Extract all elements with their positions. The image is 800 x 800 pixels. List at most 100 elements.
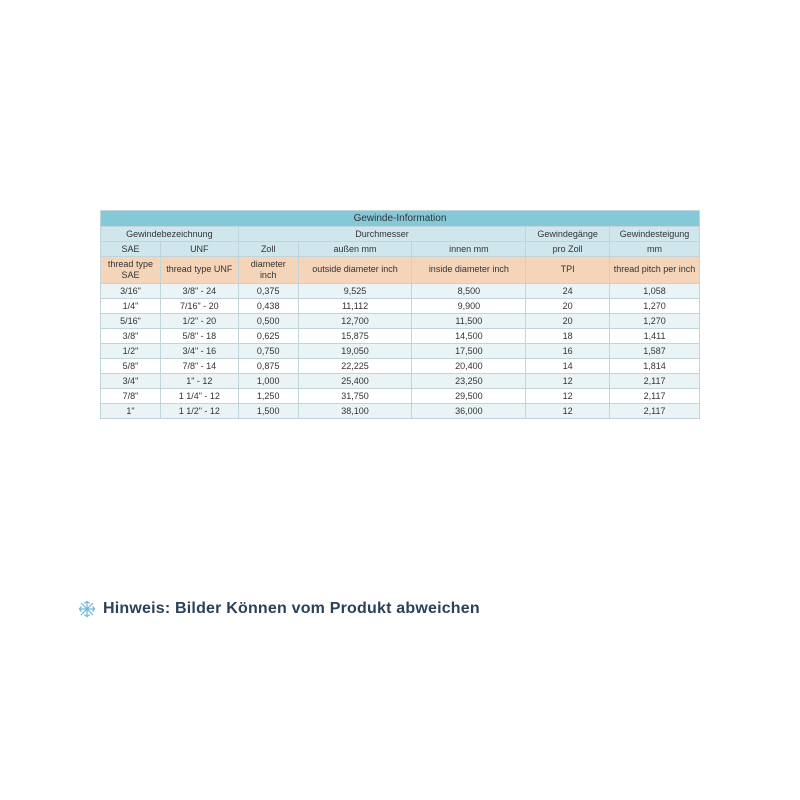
table-cell: 1,000 — [238, 373, 298, 388]
column-header-en: thread pitch per inch — [610, 257, 700, 284]
table-row: 1"1 1/2" - 121,50038,10036,000122,117 — [101, 403, 700, 418]
table-cell: 18 — [526, 328, 610, 343]
table-cell: 1 1/4" - 12 — [160, 388, 238, 403]
table-cell: 29,500 — [412, 388, 526, 403]
table-cell: 8,500 — [412, 283, 526, 298]
table-cell: 0,438 — [238, 298, 298, 313]
table-cell: 31,750 — [298, 388, 412, 403]
table-cell: 15,875 — [298, 328, 412, 343]
table-row: 7/8"1 1/4" - 121,25031,75029,500122,117 — [101, 388, 700, 403]
table-cell: 1,250 — [238, 388, 298, 403]
table-row: 3/16"3/8" - 240,3759,5258,500241,058 — [101, 283, 700, 298]
snowflake-icon — [78, 600, 96, 618]
column-header: außen mm — [298, 242, 412, 257]
table-row: 1/2"3/4" - 160,75019,05017,500161,587 — [101, 343, 700, 358]
table-cell: 0,500 — [238, 313, 298, 328]
table-cell: 1/2" — [101, 343, 161, 358]
table-cell: 17,500 — [412, 343, 526, 358]
table-cell: 11,500 — [412, 313, 526, 328]
table-cell: 1" - 12 — [160, 373, 238, 388]
column-header-en: inside diameter inch — [412, 257, 526, 284]
table-cell: 20 — [526, 298, 610, 313]
table-cell: 0,625 — [238, 328, 298, 343]
table-title: Gewinde-Information — [101, 211, 700, 227]
table-cell: 1,270 — [610, 298, 700, 313]
table-cell: 7/8" - 14 — [160, 358, 238, 373]
table-group-row: Gewindebezeichnung Durchmesser Gewindegä… — [101, 227, 700, 242]
table-cell: 1,411 — [610, 328, 700, 343]
table-cell: 25,400 — [298, 373, 412, 388]
table-cell: 20,400 — [412, 358, 526, 373]
table-cell: 5/8" - 18 — [160, 328, 238, 343]
table-row: 1/4"7/16" - 200,43811,1129,900201,270 — [101, 298, 700, 313]
table-cell: 2,117 — [610, 373, 700, 388]
column-header: Zoll — [238, 242, 298, 257]
column-header: mm — [610, 242, 700, 257]
table-cell: 1,814 — [610, 358, 700, 373]
table-cell: 14,500 — [412, 328, 526, 343]
table-cell: 9,525 — [298, 283, 412, 298]
table-cell: 5/8" — [101, 358, 161, 373]
table-cell: 3/8" - 24 — [160, 283, 238, 298]
table-cell: 1 1/2" - 12 — [160, 403, 238, 418]
column-header-en: TPI — [526, 257, 610, 284]
table-title-row: Gewinde-Information — [101, 211, 700, 227]
table-cell: 1,587 — [610, 343, 700, 358]
table-cell: 2,117 — [610, 388, 700, 403]
table-cell: 0,875 — [238, 358, 298, 373]
table-cell: 0,375 — [238, 283, 298, 298]
table-cell: 5/16" — [101, 313, 161, 328]
table-cell: 3/4" — [101, 373, 161, 388]
table-cell: 16 — [526, 343, 610, 358]
table-row: 5/16"1/2" - 200,50012,70011,500201,270 — [101, 313, 700, 328]
table-subheader-de: SAEUNFZollaußen mminnen mmpro Zollmm — [101, 242, 700, 257]
group-header: Gewindesteigung — [610, 227, 700, 242]
table-cell: 24 — [526, 283, 610, 298]
note: Hinweis: Bilder Können vom Produkt abwei… — [78, 600, 480, 618]
table-cell: 1,500 — [238, 403, 298, 418]
table-cell: 1" — [101, 403, 161, 418]
table-cell: 19,050 — [298, 343, 412, 358]
table-row: 3/4"1" - 121,00025,40023,250122,117 — [101, 373, 700, 388]
column-header-en: outside diameter inch — [298, 257, 412, 284]
table-subheader-en: thread type SAEthread type UNFdiameter i… — [101, 257, 700, 284]
note-text: Hinweis: Bilder Können vom Produkt abwei… — [103, 600, 480, 618]
group-header: Durchmesser — [238, 227, 525, 242]
table-cell: 1,058 — [610, 283, 700, 298]
table-body: 3/16"3/8" - 240,3759,5258,500241,0581/4"… — [101, 283, 700, 418]
group-header: Gewindebezeichnung — [101, 227, 239, 242]
table-cell: 12 — [526, 388, 610, 403]
table-row: 3/8"5/8" - 180,62515,87514,500181,411 — [101, 328, 700, 343]
table-cell: 1/4" — [101, 298, 161, 313]
column-header-en: thread type SAE — [101, 257, 161, 284]
table-cell: 14 — [526, 358, 610, 373]
table-cell: 11,112 — [298, 298, 412, 313]
table-cell: 3/4" - 16 — [160, 343, 238, 358]
column-header: UNF — [160, 242, 238, 257]
table-cell: 12 — [526, 403, 610, 418]
table-cell: 22,225 — [298, 358, 412, 373]
column-header: innen mm — [412, 242, 526, 257]
table: Gewinde-Information Gewindebezeichnung D… — [100, 210, 700, 419]
thread-info-table: Gewinde-Information Gewindebezeichnung D… — [100, 210, 700, 419]
table-row: 5/8"7/8" - 140,87522,22520,400141,814 — [101, 358, 700, 373]
table-cell: 3/16" — [101, 283, 161, 298]
table-cell: 20 — [526, 313, 610, 328]
table-cell: 38,100 — [298, 403, 412, 418]
table-cell: 1/2" - 20 — [160, 313, 238, 328]
table-cell: 7/8" — [101, 388, 161, 403]
table-cell: 0,750 — [238, 343, 298, 358]
column-header-en: thread type UNF — [160, 257, 238, 284]
column-header-en: diameter inch — [238, 257, 298, 284]
column-header: SAE — [101, 242, 161, 257]
table-cell: 1,270 — [610, 313, 700, 328]
table-cell: 3/8" — [101, 328, 161, 343]
group-header: Gewindegänge — [526, 227, 610, 242]
table-cell: 2,117 — [610, 403, 700, 418]
table-cell: 7/16" - 20 — [160, 298, 238, 313]
table-cell: 9,900 — [412, 298, 526, 313]
table-cell: 12,700 — [298, 313, 412, 328]
table-cell: 23,250 — [412, 373, 526, 388]
table-cell: 36,000 — [412, 403, 526, 418]
column-header: pro Zoll — [526, 242, 610, 257]
